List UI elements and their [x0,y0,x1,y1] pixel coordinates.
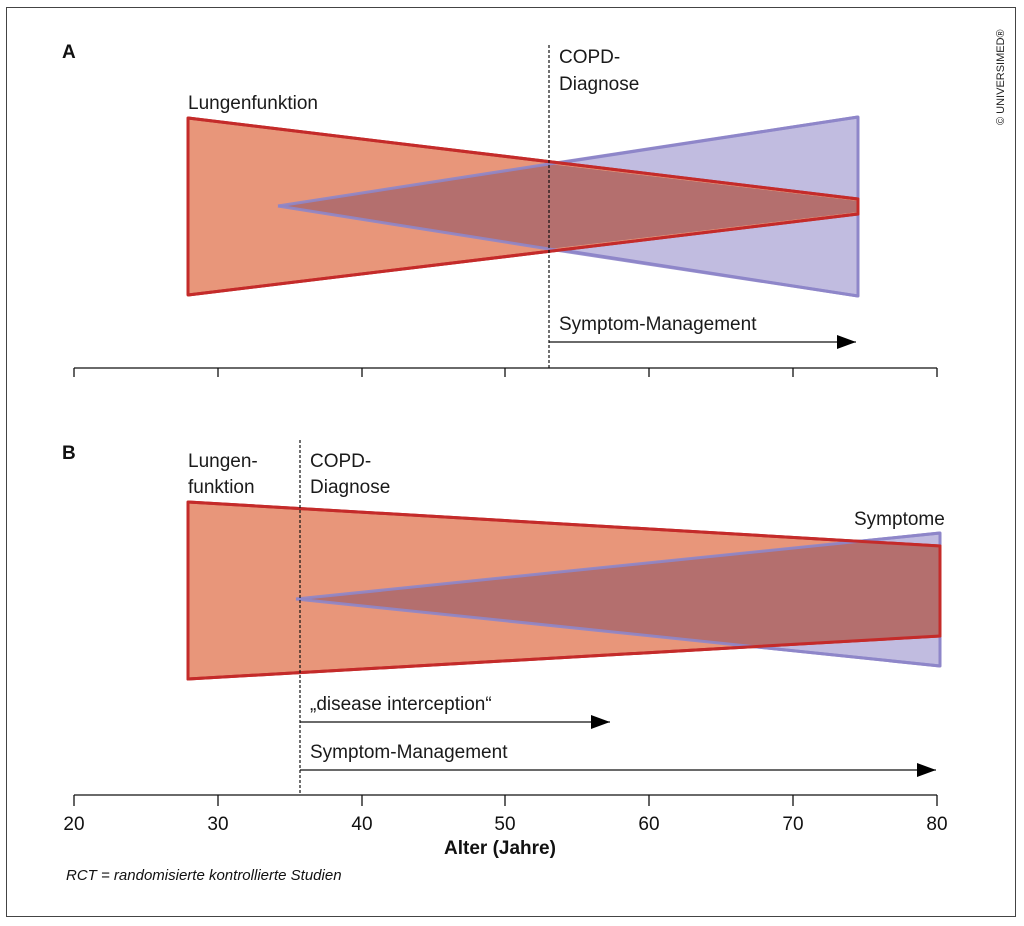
panel-b-lung-function-label-2: funktion [188,477,255,498]
tick-label: 70 [782,814,803,835]
axis-title: Alter (Jahre) [444,838,556,859]
panel-b-label: B [62,443,76,464]
panel-b-disease-interception-label: „disease interception“ [310,694,492,715]
copyright-mark: © UNIVERSIMED® [995,29,1007,125]
panel-b-lung-function-label-1: Lungen- [188,451,258,472]
tick-label: 30 [207,814,228,835]
panel-b-symptom-management-label: Symptom-Management [310,742,508,763]
panel-b-diagnosis-label-2: Diagnose [310,477,390,498]
panel-b-overlap [296,541,940,647]
tick-label: 50 [494,814,515,835]
footnote: RCT = randomisierte kontrollierte Studie… [66,867,342,884]
panel-b-diagnosis-label-1: COPD- [310,451,371,472]
panel-a-diagnosis-label-2: Diagnose [559,74,639,95]
tick-label: 20 [63,814,84,835]
tick-label: 80 [926,814,947,835]
panel-a-lung-function-label: Lungenfunktion [188,93,318,114]
panel-b-axis [73,794,938,806]
axis-tick-labels: 20 30 40 50 60 70 80 [63,814,947,835]
tick-label: 60 [638,814,659,835]
panel-a-diagnosis-label-1: COPD- [559,47,620,68]
panel-b-symptoms-label: Symptome [854,509,945,530]
figure-frame [6,7,1016,917]
tick-label: 40 [351,814,372,835]
panel-a-axis [73,367,938,377]
panel-a-symptom-management-label: Symptom-Management [559,314,757,335]
panel-a-label: A [62,42,76,63]
